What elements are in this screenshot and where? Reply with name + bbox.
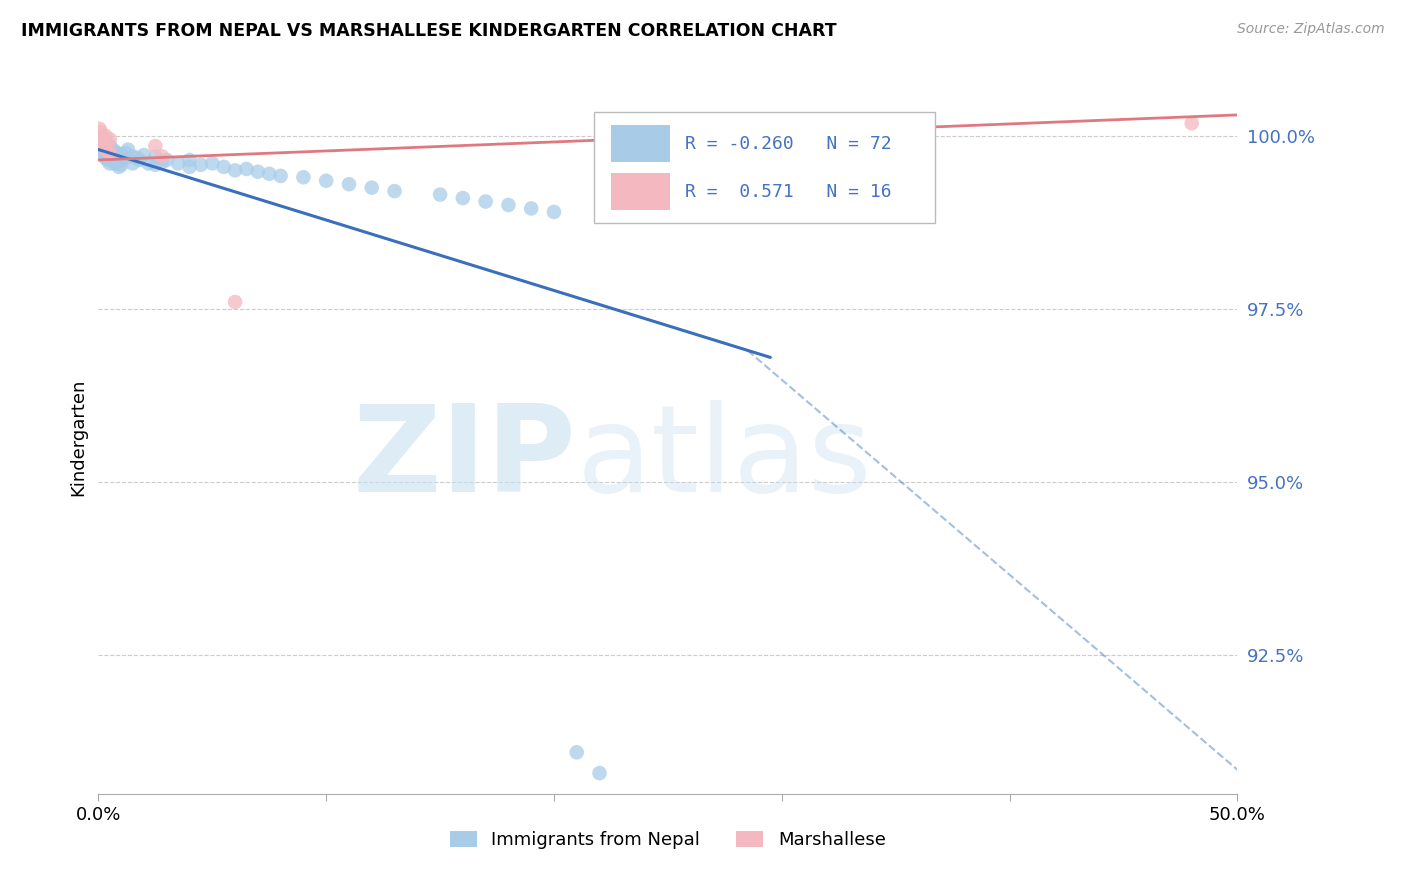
Point	[117, 143, 139, 157]
Point	[98, 146, 121, 161]
Point	[96, 136, 118, 151]
Point	[96, 144, 118, 158]
Point	[94, 151, 117, 165]
Point	[101, 143, 124, 157]
Point	[145, 139, 167, 153]
Point	[132, 148, 155, 162]
Point	[108, 151, 131, 165]
Point	[565, 745, 588, 759]
Point	[103, 144, 125, 158]
Point	[91, 136, 114, 151]
Point	[315, 174, 337, 188]
Point	[90, 139, 112, 153]
Point	[190, 158, 212, 172]
Point	[121, 156, 143, 170]
Point	[360, 180, 382, 194]
Point	[179, 160, 201, 174]
Point	[520, 202, 543, 216]
Point	[110, 148, 132, 162]
Point	[384, 184, 406, 198]
FancyBboxPatch shape	[593, 112, 935, 223]
Point	[91, 144, 114, 158]
Point	[114, 146, 136, 161]
Point	[246, 165, 269, 179]
Point	[96, 139, 118, 153]
Point	[93, 146, 115, 161]
Point	[110, 153, 132, 167]
Point	[90, 125, 112, 139]
Point	[98, 137, 121, 152]
Text: Source: ZipAtlas.com: Source: ZipAtlas.com	[1237, 22, 1385, 37]
Point	[101, 144, 124, 158]
Point	[235, 161, 257, 176]
Bar	[612, 125, 671, 162]
Point	[98, 146, 121, 161]
Point	[224, 163, 246, 178]
Point	[94, 136, 117, 150]
Point	[429, 187, 451, 202]
Point	[543, 205, 565, 219]
Point	[94, 128, 117, 143]
Point	[91, 136, 114, 150]
Text: ZIP: ZIP	[353, 400, 576, 517]
Point	[145, 158, 167, 172]
Point	[108, 149, 131, 163]
Point	[100, 149, 122, 163]
Point	[103, 149, 125, 163]
Point	[127, 151, 149, 165]
Point	[121, 149, 143, 163]
Point	[150, 149, 173, 163]
Point	[451, 191, 474, 205]
Point	[292, 170, 315, 185]
Y-axis label: Kindergarten: Kindergarten	[69, 378, 87, 496]
Text: R = -0.260   N = 72: R = -0.260 N = 72	[685, 135, 891, 153]
Text: IMMIGRANTS FROM NEPAL VS MARSHALLESE KINDERGARTEN CORRELATION CHART: IMMIGRANTS FROM NEPAL VS MARSHALLESE KIN…	[21, 22, 837, 40]
Point	[96, 153, 118, 167]
Point	[96, 140, 118, 154]
Point	[105, 156, 128, 170]
Point	[101, 153, 124, 167]
Point	[94, 141, 117, 155]
Point	[114, 151, 136, 165]
Point	[98, 132, 121, 146]
Point	[156, 153, 179, 167]
Point	[108, 160, 131, 174]
Point	[96, 149, 118, 163]
Point	[337, 178, 360, 192]
Point	[138, 156, 160, 170]
Point	[474, 194, 496, 209]
Point	[498, 198, 520, 212]
Point	[128, 153, 150, 167]
Point	[167, 156, 190, 170]
Point	[270, 169, 292, 183]
Point	[145, 149, 167, 163]
Point	[90, 136, 112, 150]
Point	[105, 146, 128, 161]
Point	[179, 153, 201, 167]
Point	[103, 156, 125, 170]
Point	[150, 155, 173, 169]
Point	[89, 121, 111, 136]
Text: atlas: atlas	[576, 400, 872, 517]
Point	[201, 156, 224, 170]
Point	[588, 766, 610, 780]
Point	[1181, 116, 1204, 130]
Point	[212, 160, 235, 174]
Point	[110, 158, 132, 172]
Point	[97, 143, 120, 157]
Point	[105, 146, 128, 161]
Bar	[612, 173, 671, 211]
Point	[90, 139, 112, 153]
Point	[89, 132, 111, 146]
Point	[259, 167, 281, 181]
Point	[90, 139, 112, 153]
Point	[91, 141, 114, 155]
Point	[224, 295, 246, 310]
Text: R =  0.571   N = 16: R = 0.571 N = 16	[685, 183, 891, 201]
Legend: Immigrants from Nepal, Marshallese: Immigrants from Nepal, Marshallese	[443, 823, 893, 856]
Point	[98, 156, 121, 170]
Point	[90, 130, 112, 145]
Point	[91, 134, 114, 148]
Point	[94, 148, 117, 162]
